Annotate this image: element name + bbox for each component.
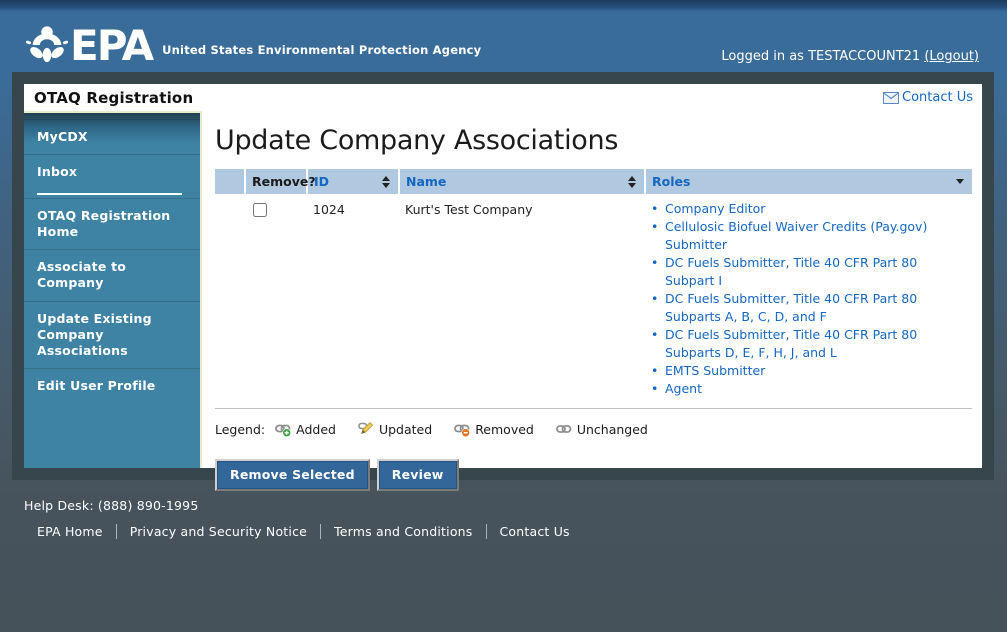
sidebar-top-items: MyCDX Inbox [24, 119, 200, 190]
legend: Legend: Added [215, 421, 972, 437]
roles-column-header[interactable]: Roles [644, 169, 972, 194]
role-list-item: DC Fuels Submitter, Title 40 CFR Part 80… [651, 290, 966, 326]
remove-cell [245, 194, 307, 409]
role-link[interactable]: DC Fuels Submitter, Title 40 CFR Part 80… [665, 327, 918, 360]
sidebar-item[interactable]: Update Existing Company Associations [24, 300, 200, 369]
help-desk-text: Help Desk: (888) 890-1995 [24, 498, 199, 513]
epa-banner: EPA United States Environmental Protecti… [0, 0, 1007, 72]
role-link[interactable]: Company Editor [665, 201, 766, 216]
role-link[interactable]: DC Fuels Submitter, Title 40 CFR Part 80… [665, 255, 918, 288]
sidebar-item[interactable]: Inbox [24, 154, 200, 189]
contact-us-label: Contact Us [902, 90, 973, 105]
logged-in-text: Logged in as TESTACCOUNT21 [721, 49, 921, 64]
filter-dropdown-icon[interactable] [956, 179, 964, 184]
footer-link[interactable]: Privacy and Security Notice [115, 524, 320, 539]
name-cell: Kurt's Test Company [399, 194, 645, 409]
main-content: Update Company Associations Remove? ID [202, 111, 982, 491]
envelope-icon [883, 91, 899, 104]
remove-checkbox[interactable] [253, 203, 267, 217]
login-status: Logged in as TESTACCOUNT21 (Logout) [721, 49, 979, 64]
review-button[interactable]: Review [376, 459, 459, 491]
sort-icon[interactable] [628, 175, 636, 188]
legend-item-label: Added [296, 421, 336, 437]
agency-name: United States Environmental Protection A… [162, 43, 482, 57]
role-list-item: DC Fuels Submitter, Title 40 CFR Part 80… [651, 254, 966, 290]
window-frame: OTAQ Registration Contact Us [12, 72, 994, 491]
window-body: MyCDX Inbox OTAQ Registration Home Associa… [24, 111, 982, 491]
sidebar-divider [37, 192, 182, 195]
role-link[interactable]: EMTS Submitter [665, 363, 766, 378]
role-list-item: Company Editor [651, 200, 966, 218]
spacer-cell [215, 194, 245, 409]
role-list-item: DC Fuels Submitter, Title 40 CFR Part 80… [651, 326, 966, 362]
remove-column-header: Remove? [244, 169, 316, 194]
footer-links: EPA Home Privacy and Security Notice Terms… [24, 524, 583, 539]
sidebar-main-items: OTAQ Registration Home Associate to Compa… [24, 197, 200, 404]
app-title: OTAQ Registration [34, 88, 194, 107]
spacer-column-header [215, 169, 245, 194]
legend-item-label: Updated [378, 421, 433, 437]
footer: Help Desk: (888) 890-1995 EPA Home Privac… [24, 498, 583, 539]
logout-link[interactable]: (Logout) [924, 49, 979, 64]
name-header-label: Name [406, 174, 447, 189]
contact-us-link[interactable]: Contact Us [883, 90, 973, 105]
app-window: OTAQ Registration Contact Us [24, 84, 982, 491]
action-buttons: Remove Selected Review [215, 459, 972, 491]
legend-item-label: Unchanged [576, 421, 648, 437]
sidebar-item[interactable]: MyCDX [24, 119, 200, 154]
link-edit-icon [358, 421, 374, 435]
sidebar-item[interactable]: OTAQ Registration Home [24, 197, 200, 250]
legend-label: Legend: [215, 421, 266, 437]
table-header-row: Remove? ID Name [215, 169, 972, 194]
roles-cell: Company Editor Cellulosic Biofuel Waiver … [645, 194, 972, 409]
role-link[interactable]: Agent [665, 381, 702, 396]
role-link[interactable]: Cellulosic Biofuel Waiver Credits (Pay.g… [665, 219, 928, 252]
legend-item-removed: Removed [454, 421, 534, 437]
legend-item-updated: Updated [358, 421, 432, 437]
id-header-label: ID [314, 174, 330, 189]
id-cell: 1024 [307, 194, 399, 409]
sidebar: MyCDX Inbox OTAQ Registration Home Associa… [24, 111, 202, 468]
name-column-header[interactable]: Name [398, 169, 645, 194]
sidebar-item[interactable]: Associate to Company [24, 249, 200, 301]
footer-link[interactable]: Terms and Conditions [320, 524, 485, 539]
roles-header-label: Roles [652, 174, 691, 189]
sort-icon[interactable] [382, 175, 390, 188]
legend-item-unchanged: Unchanged [555, 421, 648, 437]
role-list-item: EMTS Submitter [651, 362, 966, 380]
epa-wordmark: EPA [70, 21, 154, 71]
role-list-item: Cellulosic Biofuel Waiver Credits (Pay.g… [651, 218, 966, 254]
epa-flower-icon [26, 24, 68, 64]
page-title: Update Company Associations [215, 125, 619, 156]
legend-item-added: Added [275, 421, 336, 437]
roles-list: Company Editor Cellulosic Biofuel Waiver … [651, 200, 966, 398]
sidebar-item[interactable]: Edit User Profile [24, 368, 200, 403]
role-list-item: Agent [651, 380, 966, 398]
footer-link[interactable]: EPA Home [37, 524, 103, 539]
legend-item-label: Removed [475, 421, 534, 437]
remove-selected-button[interactable]: Remove Selected [215, 459, 370, 491]
role-link[interactable]: DC Fuels Submitter, Title 40 CFR Part 80… [665, 291, 918, 324]
link-remove-icon [454, 424, 471, 437]
epa-logo: EPA United States Environmental Protecti… [26, 21, 482, 71]
app-bar: OTAQ Registration Contact Us [24, 84, 982, 111]
id-column-header[interactable]: ID [306, 169, 399, 194]
footer-link[interactable]: Contact Us [485, 524, 583, 539]
table-row: 1024 Kurt's Test Company Company EditorC… [215, 194, 972, 409]
link-add-icon [275, 424, 292, 437]
link-icon [555, 425, 572, 433]
company-associations-table: Remove? ID Name [215, 169, 972, 409]
